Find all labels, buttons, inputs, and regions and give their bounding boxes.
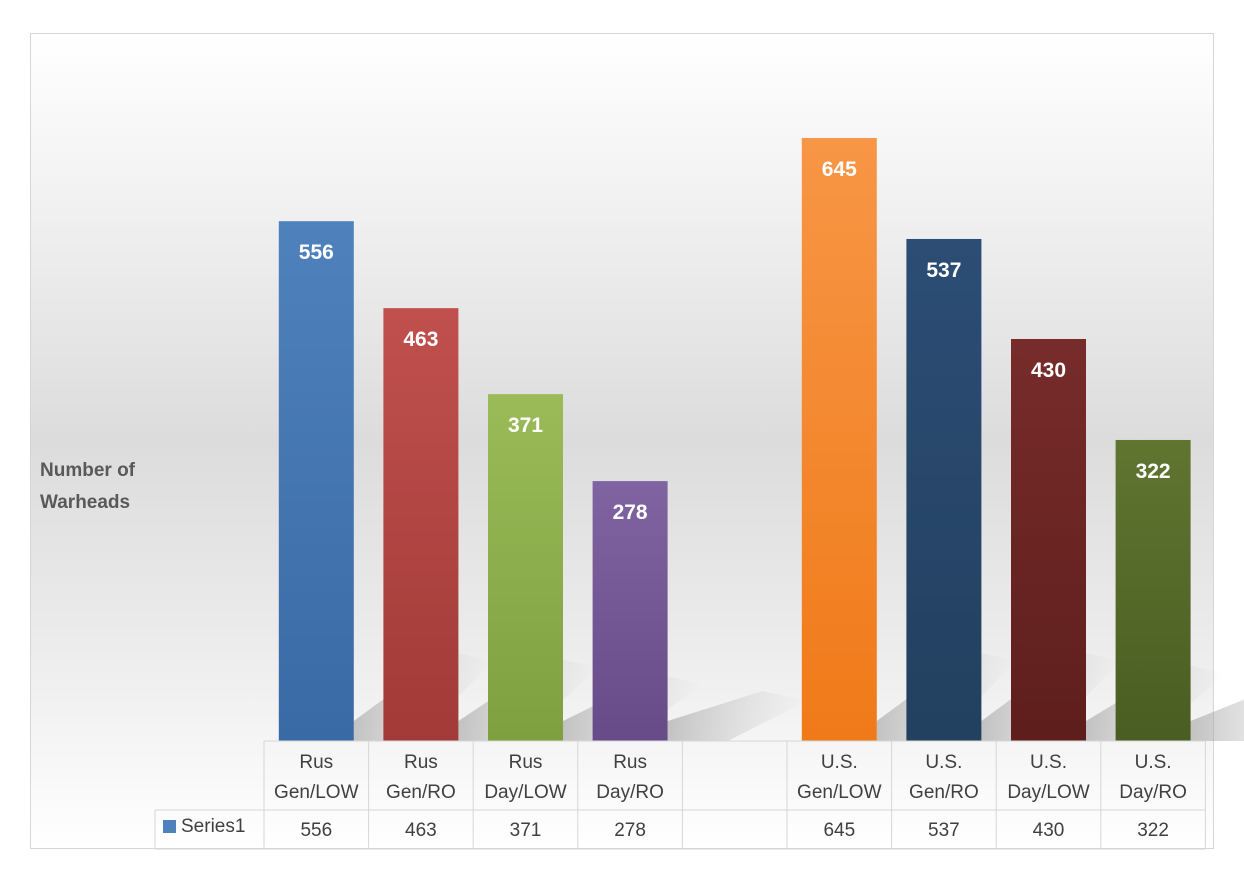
bar-value-label: 537 <box>926 259 961 282</box>
category-label: Gen/LOW <box>274 782 359 803</box>
category-label: Gen/RO <box>909 782 979 803</box>
bar-value-label: 463 <box>403 328 438 351</box>
category-label: U.S. <box>1135 752 1172 773</box>
category-label: Rus <box>613 752 647 773</box>
bar-value-label: 645 <box>822 158 857 181</box>
category-label: U.S. <box>925 752 962 773</box>
bar-value-label: 371 <box>508 414 543 437</box>
table-value: 556 <box>300 820 332 841</box>
bar <box>906 238 982 741</box>
category-label: Day/LOW <box>484 782 566 803</box>
table-value: 430 <box>1033 820 1065 841</box>
bar-value-label: 278 <box>613 501 648 524</box>
bar-value-label: 430 <box>1031 359 1066 382</box>
category-label: Rus <box>404 752 438 773</box>
category-label: Gen/RO <box>386 782 456 803</box>
table-value: 371 <box>510 820 542 841</box>
legend-swatch <box>163 820 176 833</box>
bar-value-label: 322 <box>1136 460 1171 483</box>
bar <box>1011 339 1086 741</box>
bar-shadow <box>1190 699 1244 741</box>
table-value: 537 <box>928 820 960 841</box>
table-value: 322 <box>1137 820 1169 841</box>
bar-shadow <box>667 690 808 741</box>
category-label: Gen/LOW <box>797 782 882 803</box>
table-value: 645 <box>823 820 855 841</box>
bar <box>801 138 877 741</box>
category-label: U.S. <box>821 752 858 773</box>
table-value: 278 <box>614 820 646 841</box>
bar <box>488 394 563 741</box>
bar <box>278 221 354 741</box>
table-value: 463 <box>405 820 437 841</box>
category-label: U.S. <box>1030 752 1067 773</box>
bar-value-label: 556 <box>299 241 334 264</box>
category-label: Day/RO <box>596 782 664 803</box>
bar <box>1115 439 1191 741</box>
bar <box>383 308 459 741</box>
legend-series-name: Series1 <box>181 816 246 837</box>
bar <box>592 481 668 741</box>
category-label: Day/LOW <box>1007 782 1089 803</box>
category-label: Rus <box>509 752 543 773</box>
y-axis-label: Number of Warheads <box>40 460 135 513</box>
category-label: Day/RO <box>1119 782 1187 803</box>
category-label: Rus <box>299 752 333 773</box>
